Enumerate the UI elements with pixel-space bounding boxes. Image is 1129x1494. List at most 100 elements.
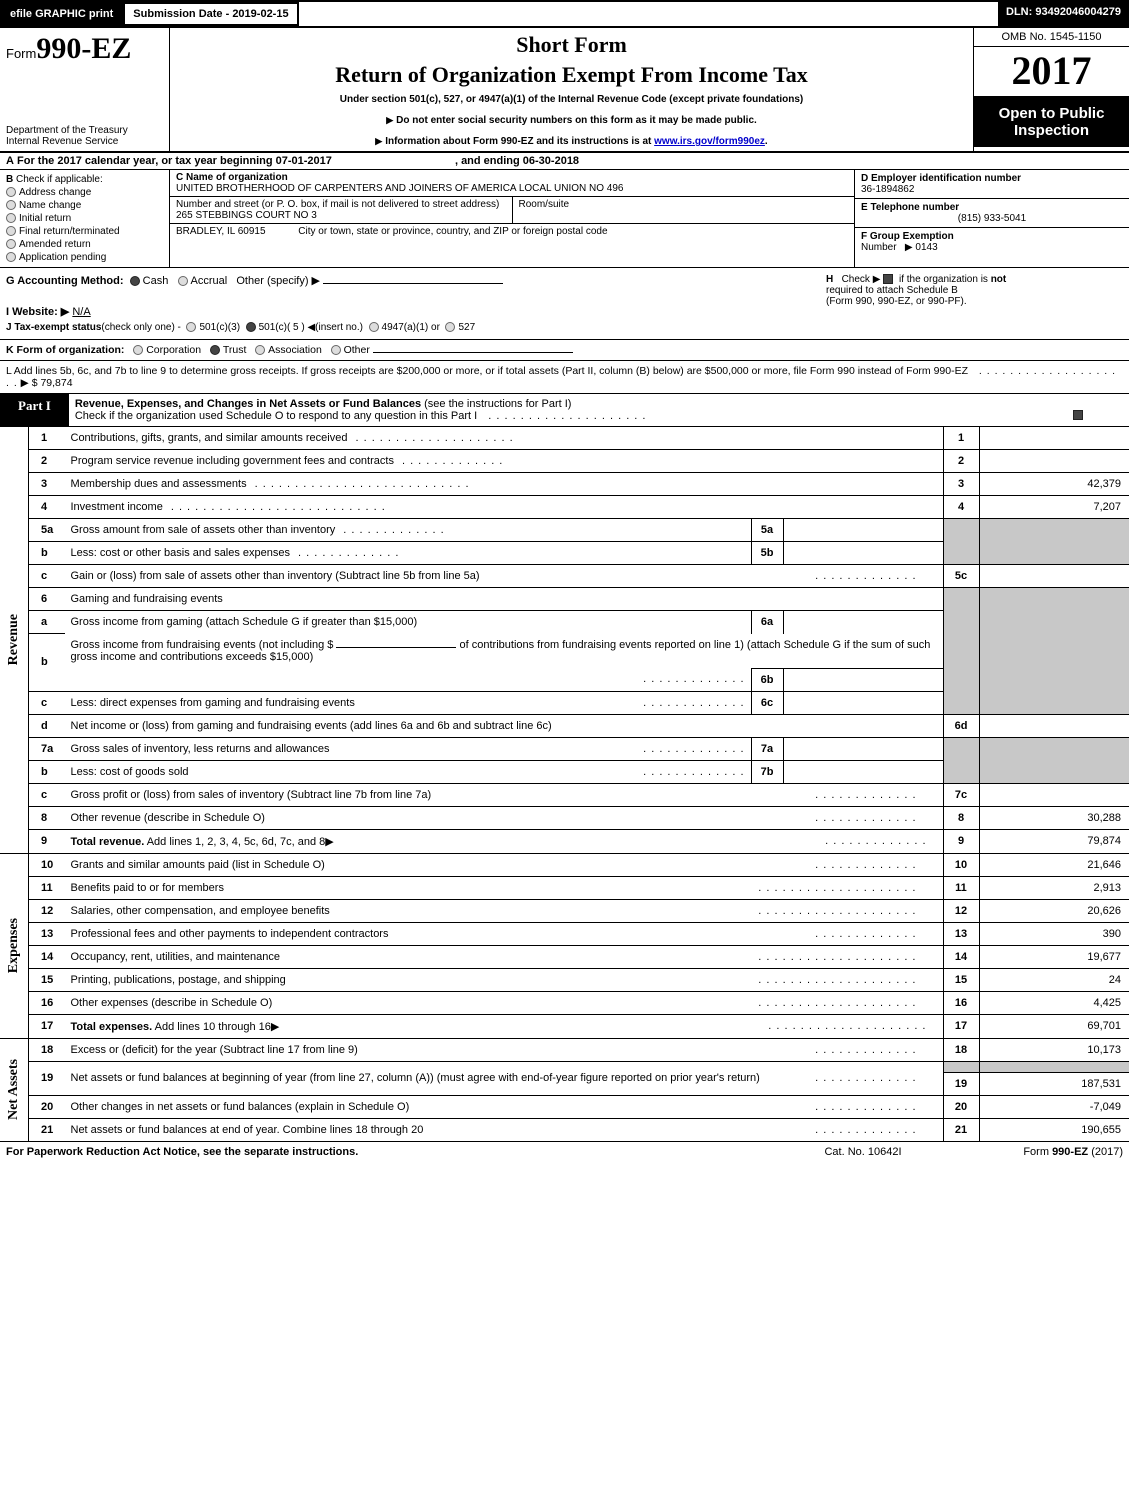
j-4947-radio[interactable] — [369, 322, 379, 332]
h-block: H Check ▶ if the organization is not req… — [818, 274, 1123, 333]
line-num: 6 — [29, 588, 65, 611]
line-num: a — [29, 611, 65, 634]
initial-return-radio[interactable] — [6, 213, 16, 223]
gh-left: G Accounting Method: Cash Accrual Other … — [6, 274, 818, 333]
l6b-dots — [65, 668, 752, 691]
f-num: 0143 — [915, 242, 937, 253]
line-val — [979, 783, 1129, 806]
line-num: 18 — [29, 1038, 65, 1061]
k-assoc-radio[interactable] — [255, 345, 265, 355]
line-val: 190,655 — [979, 1118, 1129, 1141]
l13-desc: Professional fees and other payments to … — [71, 928, 389, 940]
line-desc: Investment income — [65, 496, 944, 519]
netassets-side: Net Assets — [0, 1038, 29, 1141]
table-row: 7a Gross sales of inventory, less return… — [0, 737, 1129, 760]
opt-name: Name change — [19, 200, 81, 211]
revenue-side: Revenue — [0, 427, 29, 853]
c-city-block: BRADLEY, IL 60915 City or town, state or… — [170, 224, 854, 239]
line-num: 1 — [29, 427, 65, 450]
arrow-line-2: Information about Form 990-EZ and its in… — [180, 136, 963, 147]
h-checkbox[interactable] — [883, 274, 893, 284]
line-val: 7,207 — [979, 496, 1129, 519]
line-num: 21 — [29, 1118, 65, 1141]
c-city: BRADLEY, IL 60915 — [176, 226, 266, 237]
g-other-input[interactable] — [323, 283, 503, 284]
line-num: b — [29, 634, 65, 692]
name-change-radio[interactable] — [6, 200, 16, 210]
k-other: Other — [344, 344, 370, 356]
open-line1: Open to Public — [978, 105, 1125, 122]
k-other-radio[interactable] — [331, 345, 341, 355]
section-bcdef: B Check if applicable: Address change Na… — [0, 170, 1129, 268]
l6b-input[interactable] — [336, 647, 456, 648]
line-ref: 14 — [943, 945, 979, 968]
k-other-input[interactable] — [373, 352, 573, 353]
omb-number: OMB No. 1545-1150 — [974, 28, 1129, 47]
l3-desc: Membership dues and assessments — [71, 478, 247, 490]
expenses-side: Expenses — [0, 853, 29, 1038]
part1-check-line: Check if the organization used Schedule … — [75, 410, 477, 422]
l20-desc: Other changes in net assets or fund bala… — [71, 1101, 410, 1113]
line-ref: 19 — [943, 1072, 979, 1095]
line-desc: Salaries, other compensation, and employ… — [65, 899, 944, 922]
part1-checkbox[interactable] — [1073, 410, 1083, 420]
k-trust-radio[interactable] — [210, 345, 220, 355]
l5c-desc: Gain or (loss) from sale of assets other… — [71, 570, 480, 582]
opt-amended: Amended return — [19, 239, 91, 250]
final-return-radio[interactable] — [6, 226, 16, 236]
title-short-form: Short Form — [180, 32, 963, 58]
line-val: 10,173 — [979, 1038, 1129, 1061]
efile-print-button[interactable]: efile GRAPHIC print — [0, 2, 123, 26]
mini-val — [783, 611, 943, 634]
l-val: $ 79,874 — [32, 377, 73, 389]
line-desc: Less: cost of goods sold — [65, 760, 752, 783]
netassets-label: Net Assets — [6, 1059, 22, 1120]
d-block: D Employer identification number 36-1894… — [855, 170, 1129, 199]
submission-date-box: Submission Date - 2019-02-15 — [123, 2, 298, 26]
line-val — [979, 714, 1129, 737]
title-return: Return of Organization Exempt From Incom… — [180, 62, 963, 88]
l19-desc: Net assets or fund balances at beginning… — [71, 1072, 760, 1084]
c-org-name: UNITED BROTHERHOOD OF CARPENTERS AND JOI… — [176, 183, 848, 194]
line-num: 7a — [29, 737, 65, 760]
l21-desc: Net assets or fund balances at end of ye… — [71, 1124, 424, 1136]
g-cash-radio[interactable] — [130, 276, 140, 286]
mini-val — [783, 737, 943, 760]
j-501c3-radio[interactable] — [186, 322, 196, 332]
g-cash: Cash — [143, 275, 169, 287]
footer: For Paperwork Reduction Act Notice, see … — [0, 1141, 1129, 1162]
application-pending-radio[interactable] — [6, 252, 16, 262]
mini-num: 7a — [751, 737, 783, 760]
revenue-label: Revenue — [6, 614, 22, 665]
opt-initial: Initial return — [19, 213, 71, 224]
k-corp-radio[interactable] — [133, 345, 143, 355]
j-527-radio[interactable] — [445, 322, 455, 332]
amended-return-radio[interactable] — [6, 239, 16, 249]
l18-desc: Excess or (deficit) for the year (Subtra… — [71, 1044, 358, 1056]
footer-form-post: (2017) — [1088, 1146, 1123, 1158]
grey-cell — [979, 737, 1129, 783]
g-accrual-radio[interactable] — [178, 276, 188, 286]
top-bar: efile GRAPHIC print Submission Date - 20… — [0, 0, 1129, 28]
form-header: Form990-EZ Department of the Treasury In… — [0, 28, 1129, 153]
line-desc: Excess or (deficit) for the year (Subtra… — [65, 1038, 944, 1061]
form990ez-link[interactable]: www.irs.gov/form990ez — [654, 136, 765, 147]
address-change-radio[interactable] — [6, 187, 16, 197]
g-row: G Accounting Method: Cash Accrual Other … — [6, 274, 818, 287]
line-val — [979, 450, 1129, 473]
j-4947: 4947(a)(1) or — [382, 322, 440, 333]
j-501c-radio[interactable] — [246, 322, 256, 332]
line-num: c — [29, 783, 65, 806]
open-line2: Inspection — [978, 122, 1125, 139]
l14-desc: Occupancy, rent, utilities, and maintena… — [71, 951, 281, 963]
line-val: 24 — [979, 968, 1129, 991]
mini-num: 6b — [751, 668, 783, 691]
line-num: d — [29, 714, 65, 737]
line-num: c — [29, 565, 65, 588]
h-text2: if the organization is — [899, 274, 988, 285]
table-row: 13 Professional fees and other payments … — [0, 922, 1129, 945]
l17-desc2: Add lines 10 through 16 — [152, 1021, 271, 1033]
part1-header: Part I Revenue, Expenses, and Changes in… — [0, 394, 1129, 427]
j-row: J Tax-exempt status(check only one) - 50… — [6, 322, 818, 333]
expenses-label: Expenses — [6, 918, 22, 973]
